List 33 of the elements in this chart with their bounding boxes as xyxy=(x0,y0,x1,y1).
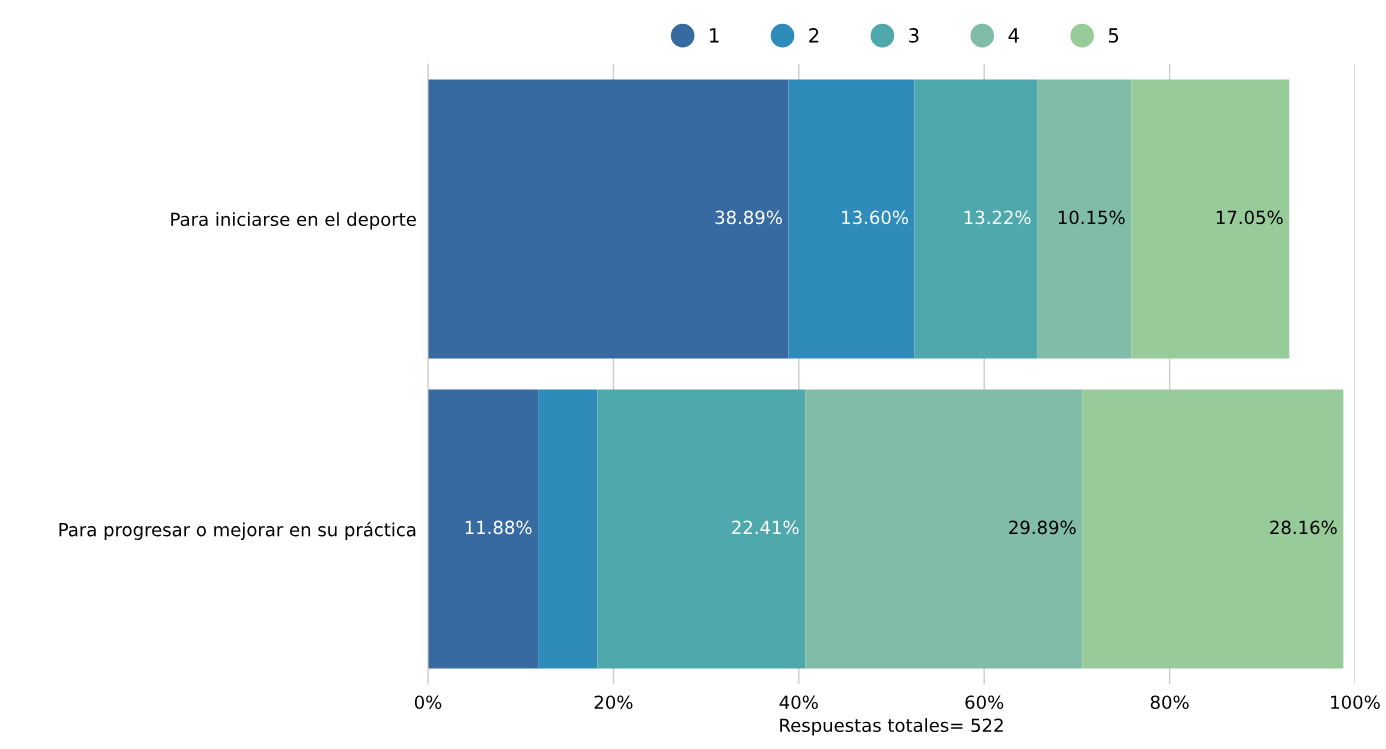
data-label: 13.22% xyxy=(964,210,1031,225)
x-tick-label: 60% xyxy=(965,695,1004,710)
legend-label: 3 xyxy=(909,28,919,43)
bar xyxy=(428,389,539,669)
bar xyxy=(1082,389,1344,669)
y-tick-label: Para iniciarse en el deporte xyxy=(171,212,416,230)
x-tick-label: 0% xyxy=(414,695,442,710)
legend-label: 1 xyxy=(710,28,719,43)
bar xyxy=(914,79,1038,359)
x-tick-label: 20% xyxy=(594,695,633,710)
y-tick-label: Para progresar o mejorar en su práctica xyxy=(59,521,416,540)
data-label: 22.41% xyxy=(732,520,799,535)
bar xyxy=(788,79,915,359)
data-label: 13.60% xyxy=(842,210,909,225)
x-tick-label: 40% xyxy=(779,695,818,710)
legend-label: 2 xyxy=(809,28,819,43)
legend-label: 5 xyxy=(1108,28,1119,43)
legend-label: 4 xyxy=(1008,28,1019,43)
bar xyxy=(538,389,598,669)
bar xyxy=(1131,79,1290,359)
data-label: 29.89% xyxy=(1009,520,1076,535)
bar xyxy=(428,79,789,359)
x-tick-label: 80% xyxy=(1150,695,1189,710)
bar xyxy=(1037,79,1132,359)
x-axis-title: Respuestas totales= 522 xyxy=(780,718,1003,736)
data-label: 38.89% xyxy=(715,210,782,225)
data-label: 17.05% xyxy=(1216,210,1283,225)
bar xyxy=(805,389,1083,669)
x-tick-label: 100% xyxy=(1331,695,1380,710)
data-label: 10.15% xyxy=(1058,210,1125,225)
data-label: 28.16% xyxy=(1270,520,1337,535)
bar xyxy=(597,389,806,669)
data-label: 11.88% xyxy=(465,520,532,535)
